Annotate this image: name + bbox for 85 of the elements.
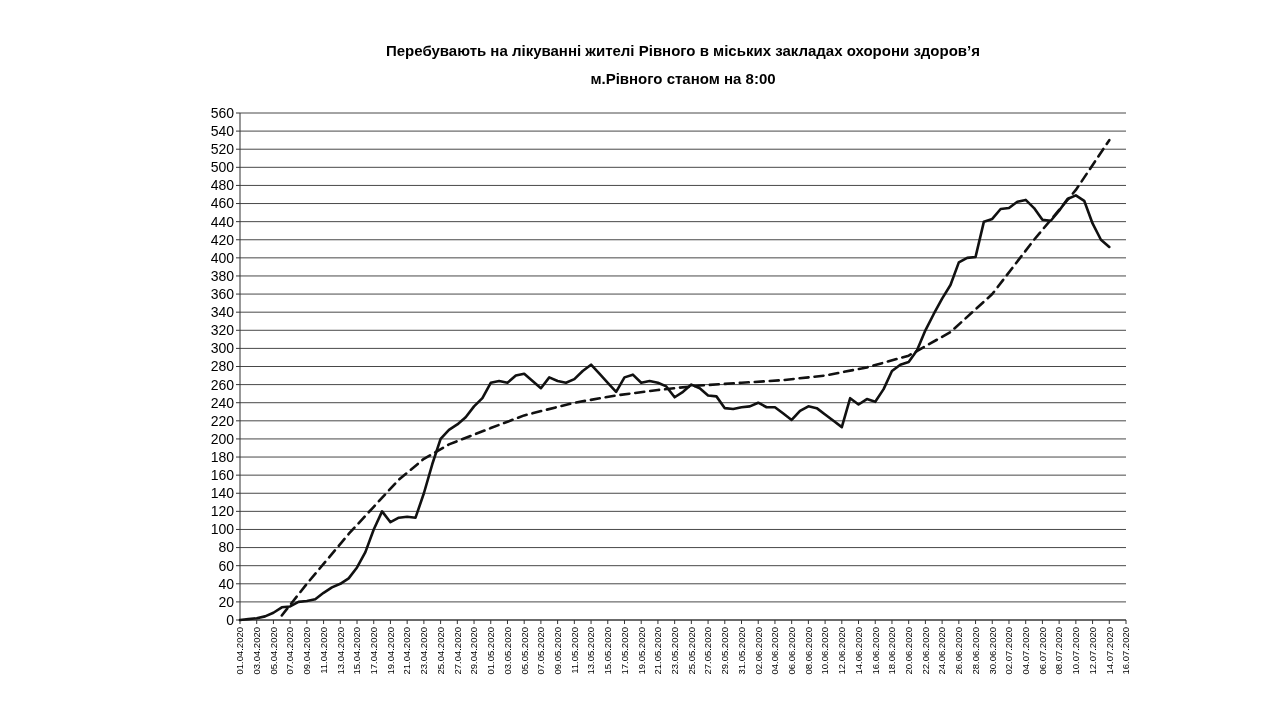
x-tick-label: 14.07.2020 [1103,627,1115,675]
x-tick-label: 20.06.2020 [903,627,914,675]
x-tick-label: 15.05.2020 [602,627,614,675]
x-tick-label: 19.05.2020 [635,627,647,675]
x-tick-label: 09.04.2020 [301,627,313,675]
y-tick-label: 380 [210,267,235,284]
y-tick-label: 160 [210,467,235,484]
x-tick-label: 22.06.2020 [919,627,931,675]
x-tick-label: 26.06.2020 [953,627,965,675]
y-tick-label: 200 [210,430,235,447]
x-tick-label: 16.06.2020 [869,627,881,675]
x-tick-label: 01.05.2020 [485,627,497,675]
y-tick-label: 300 [210,340,235,357]
y-tick-label: 540 [210,123,235,140]
x-tick-label: 15.04.2020 [351,627,363,675]
x-tick-label: 02.07.2020 [1003,627,1015,675]
y-tick-label: 520 [210,141,235,158]
x-tick-label: 23.05.2020 [668,627,680,675]
chart-title: Перебувають на лікуванні жителі Рівного в міських закладах охорони здоров’я [385,42,981,59]
x-tick-label: 19.04.2020 [384,627,396,675]
x-tick-label: 13.05.2020 [585,627,597,675]
x-tick-label: 07.04.2020 [284,627,296,675]
y-tick-label: 140 [210,485,235,502]
x-tick-label: 18.06.2020 [886,627,898,675]
x-tick-label: 25.05.2020 [685,627,697,675]
y-tick-label: 260 [210,376,235,393]
x-tick-label: 13.04.2020 [334,627,346,675]
x-tick-label: 11.04.2020 [317,627,329,674]
x-tick-label: 27.05.2020 [702,627,714,675]
y-tick-label: 560 [210,104,235,121]
x-tick-label: 04.06.2020 [769,627,781,675]
y-tick-label: 40 [218,575,235,592]
x-tick-label: 08.06.2020 [802,627,814,675]
y-tick-label: 220 [210,412,235,429]
y-tick-label: 480 [210,177,235,194]
x-tick-label: 30.06.2020 [986,627,998,675]
chart-subtitle: м.Рівного станом на 8:00 [590,70,776,87]
y-tick-label: 420 [210,231,235,248]
y-tick-label: 500 [210,159,235,176]
y-tick-label: 20 [218,593,235,610]
y-tick-label: 180 [210,448,235,465]
x-tick-label: 29.04.2020 [468,627,480,675]
x-tick-label: 24.06.2020 [936,627,948,675]
x-tick-label: 10.07.2020 [1070,627,1082,675]
x-tick-label: 21.04.2020 [401,627,413,675]
y-tick-label: 80 [218,539,235,556]
x-tick-label: 08.07.2020 [1053,627,1065,675]
x-tick-label: 04.07.2020 [1020,627,1032,675]
x-tick-label: 27.04.2020 [451,627,463,675]
x-tick-label: 14.06.2020 [852,627,864,675]
x-tick-label: 05.04.2020 [267,627,279,675]
x-tick-label: 17.05.2020 [618,627,630,675]
y-tick-label: 60 [218,557,235,574]
x-tick-label: 31.05.2020 [735,627,747,675]
x-tick-label: 12.07.2020 [1086,627,1098,675]
x-tick-label: 21.05.2020 [652,627,664,675]
x-tick-label: 03.04.2020 [251,627,263,675]
x-tick-label: 11.05.2020 [568,627,580,674]
y-tick-label: 100 [210,521,235,538]
x-tick-label: 07.05.2020 [535,627,547,675]
x-tick-label: 25.04.2020 [434,627,446,675]
x-tick-label: 23.04.2020 [418,627,430,675]
x-tick-label: 03.05.2020 [501,627,513,675]
x-tick-label: 05.05.2020 [518,627,530,675]
y-tick-label: 240 [210,394,235,411]
y-tick-label: 400 [210,249,235,266]
y-tick-label: 360 [210,285,235,302]
x-tick-label: 01.04.2020 [234,627,246,675]
x-tick-label: 06.07.2020 [1036,627,1048,675]
y-tick-label: 440 [210,213,235,230]
x-tick-label: 17.04.2020 [368,627,380,675]
x-tick-label: 28.06.2020 [969,627,981,675]
y-tick-label: 320 [210,322,235,339]
x-tick-label: 12.06.2020 [836,627,848,675]
x-tick-label: 10.06.2020 [819,627,831,675]
y-tick-label: 460 [210,195,235,212]
x-tick-label: 09.05.2020 [551,627,563,675]
x-tick-label: 02.06.2020 [752,627,764,675]
y-tick-label: 340 [210,304,235,321]
y-tick-label: 120 [210,503,235,520]
y-tick-label: 0 [226,611,235,628]
x-tick-label: 06.06.2020 [785,627,797,675]
x-tick-label: 29.05.2020 [719,627,731,675]
x-tick-label: 16.07.2020 [1120,627,1132,675]
y-tick-label: 280 [210,358,235,375]
